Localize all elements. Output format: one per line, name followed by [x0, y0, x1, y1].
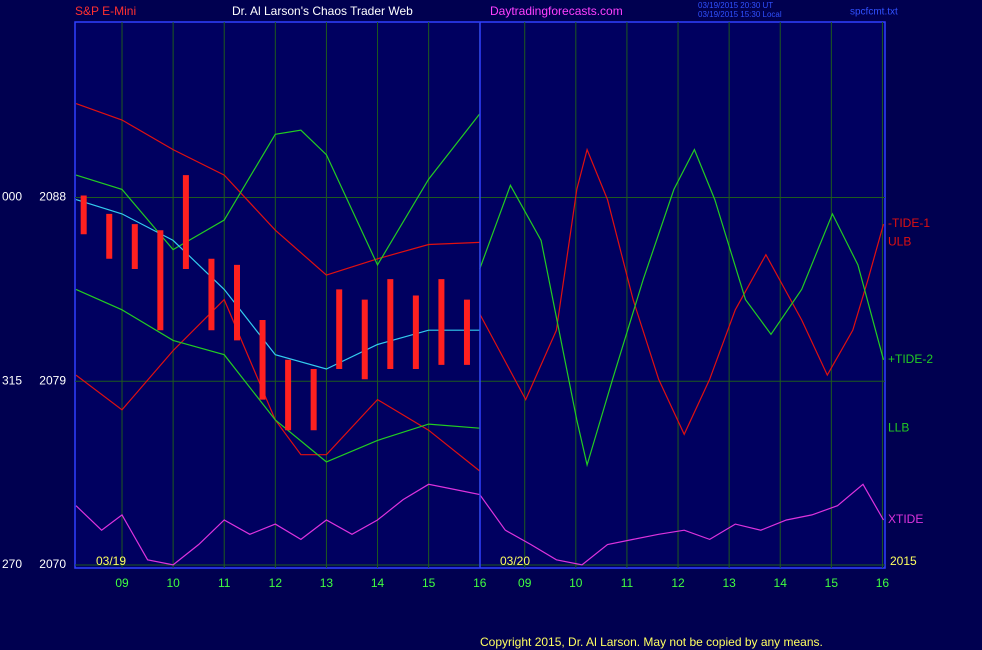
- legend-label: +TIDE-2: [888, 352, 933, 366]
- site-title: Dr. Al Larson's Chaos Trader Web: [232, 4, 413, 18]
- y-prefix-label: 270: [2, 557, 22, 571]
- series-line: [75, 103, 480, 276]
- legend-label: -TIDE-1: [888, 216, 930, 230]
- timestamp-ut: 03/19/2015 20:30 UT: [698, 1, 773, 10]
- timestamp-local: 03/19/2015 15:30 Local: [698, 10, 782, 19]
- file-name: spcfcmt.txt: [850, 7, 898, 18]
- series-line: [75, 288, 480, 463]
- legend-label: ULB: [888, 235, 911, 249]
- series-line: [479, 148, 885, 468]
- x-tick-label: 10: [569, 576, 583, 590]
- copyright: Copyright 2015, Dr. Al Larson. May not b…: [480, 635, 823, 649]
- x-tick-label: 12: [671, 576, 685, 590]
- x-tick-label: 16: [473, 576, 487, 590]
- x-tick-label: 09: [518, 576, 532, 590]
- y-prefix-label: 000: [2, 190, 22, 204]
- x-tick-label: 14: [774, 576, 788, 590]
- series-line: [75, 298, 481, 472]
- x-tick-label: 12: [269, 576, 283, 590]
- y-tick-label: 2088: [39, 190, 66, 204]
- url: Daytradingforecasts.com: [490, 4, 623, 18]
- x-tick-label: 16: [876, 576, 890, 590]
- symbol: S&P E-Mini: [75, 4, 136, 18]
- x-tick-label: 13: [320, 576, 334, 590]
- plot: [75, 103, 885, 566]
- year-label: 2015: [890, 554, 917, 568]
- series-line: [75, 113, 481, 267]
- y-tick-label: 2070: [39, 557, 66, 571]
- legend-label: XTIDE: [888, 512, 923, 526]
- x-tick-label: 09: [115, 576, 129, 590]
- day-label: 03/19: [96, 554, 126, 568]
- x-tick-label: 13: [722, 576, 736, 590]
- y-tick-label: 2079: [39, 373, 66, 387]
- x-tick-label: 14: [371, 576, 385, 590]
- x-tick-label: 11: [621, 576, 634, 590]
- series-line: [479, 147, 885, 436]
- day-label: 03/20: [500, 554, 530, 568]
- series-line: [75, 199, 480, 370]
- y-prefix-label: 315: [2, 373, 22, 387]
- x-tick-label: 11: [218, 576, 231, 590]
- x-tick-label: 15: [825, 576, 839, 590]
- legend-label: LLB: [888, 420, 909, 434]
- x-tick-label: 15: [422, 576, 436, 590]
- x-tick-label: 10: [166, 576, 180, 590]
